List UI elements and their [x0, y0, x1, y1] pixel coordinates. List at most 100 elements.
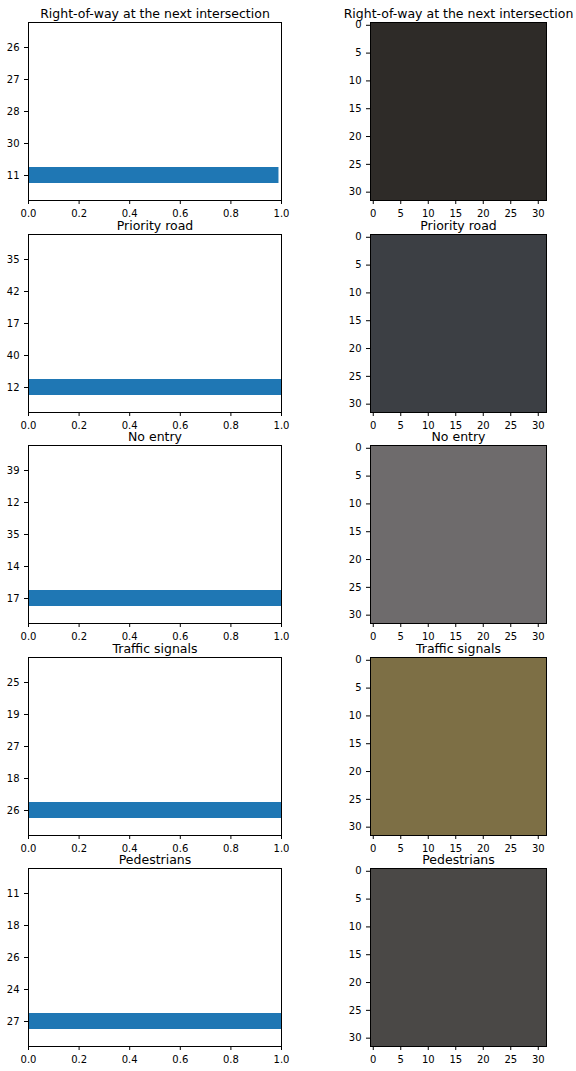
svg-text:25: 25 [504, 208, 517, 219]
svg-text:1.0: 1.0 [274, 208, 290, 219]
svg-text:0: 0 [370, 843, 376, 854]
svg-text:0.8: 0.8 [223, 631, 239, 642]
svg-text:0.8: 0.8 [223, 1054, 239, 1065]
svg-text:0: 0 [355, 865, 361, 876]
svg-text:5: 5 [398, 1054, 404, 1065]
svg-text:0.0: 0.0 [21, 420, 37, 431]
svg-text:10: 10 [349, 287, 362, 298]
svg-text:26: 26 [7, 952, 20, 963]
svg-text:5: 5 [355, 259, 361, 270]
svg-text:11: 11 [7, 170, 20, 181]
svg-text:35: 35 [7, 254, 20, 265]
svg-text:27: 27 [7, 74, 20, 85]
svg-text:Pedestrians: Pedestrians [422, 852, 495, 867]
svg-text:20: 20 [349, 766, 362, 777]
svg-text:15: 15 [349, 526, 362, 537]
svg-text:20: 20 [477, 1054, 490, 1065]
svg-text:27: 27 [7, 741, 20, 752]
svg-text:Traffic signals: Traffic signals [111, 641, 197, 656]
svg-text:5: 5 [355, 470, 361, 481]
svg-text:27: 27 [7, 1016, 20, 1027]
svg-text:5: 5 [355, 893, 361, 904]
svg-text:0: 0 [370, 208, 376, 219]
svg-text:25: 25 [504, 420, 517, 431]
svg-text:25: 25 [349, 582, 362, 593]
svg-text:15: 15 [349, 949, 362, 960]
svg-text:42: 42 [7, 286, 20, 297]
svg-text:0: 0 [355, 19, 361, 30]
svg-text:15: 15 [349, 315, 362, 326]
svg-text:11: 11 [7, 888, 20, 899]
svg-text:24: 24 [7, 984, 20, 995]
svg-text:18: 18 [7, 773, 20, 784]
svg-text:5: 5 [398, 420, 404, 431]
svg-text:10: 10 [349, 498, 362, 509]
svg-text:1.0: 1.0 [274, 1054, 290, 1065]
svg-text:0: 0 [355, 442, 361, 453]
svg-text:12: 12 [7, 382, 20, 393]
svg-text:30: 30 [532, 631, 545, 642]
svg-text:26: 26 [7, 42, 20, 53]
svg-text:26: 26 [7, 805, 20, 816]
svg-text:10: 10 [349, 75, 362, 86]
svg-text:0: 0 [355, 231, 361, 242]
svg-text:Right-of-way at the next inter: Right-of-way at the next intersection [40, 6, 270, 21]
svg-text:35: 35 [7, 529, 20, 540]
svg-text:40: 40 [7, 350, 20, 361]
svg-text:5: 5 [398, 631, 404, 642]
svg-text:20: 20 [349, 554, 362, 565]
svg-text:0.0: 0.0 [21, 208, 37, 219]
svg-text:30: 30 [7, 138, 20, 149]
svg-text:25: 25 [349, 794, 362, 805]
svg-text:20: 20 [349, 131, 362, 142]
svg-text:0.8: 0.8 [223, 420, 239, 431]
svg-text:25: 25 [349, 1005, 362, 1016]
svg-text:20: 20 [349, 343, 362, 354]
svg-text:Pedestrians: Pedestrians [119, 852, 192, 867]
svg-text:30: 30 [349, 186, 362, 197]
svg-text:0.2: 0.2 [71, 1054, 87, 1065]
svg-text:30: 30 [349, 821, 362, 832]
svg-text:30: 30 [532, 208, 545, 219]
svg-text:0.2: 0.2 [71, 843, 87, 854]
svg-text:15: 15 [349, 103, 362, 114]
svg-text:1.0: 1.0 [274, 420, 290, 431]
svg-text:20: 20 [349, 977, 362, 988]
svg-text:5: 5 [355, 47, 361, 58]
svg-text:10: 10 [349, 921, 362, 932]
svg-text:25: 25 [349, 159, 362, 170]
svg-text:5: 5 [355, 682, 361, 693]
svg-text:0.4: 0.4 [122, 1054, 138, 1065]
svg-text:39: 39 [7, 465, 20, 476]
svg-text:30: 30 [532, 420, 545, 431]
svg-text:Right-of-way at the next inter: Right-of-way at the next intersection [344, 6, 574, 21]
svg-text:0: 0 [370, 420, 376, 431]
svg-text:30: 30 [349, 1032, 362, 1043]
svg-text:14: 14 [7, 561, 20, 572]
svg-text:Traffic signals: Traffic signals [415, 641, 501, 656]
svg-text:25: 25 [504, 843, 517, 854]
svg-text:Priority road: Priority road [117, 218, 194, 233]
svg-text:15: 15 [449, 1054, 462, 1065]
svg-text:25: 25 [504, 631, 517, 642]
svg-text:0: 0 [370, 1054, 376, 1065]
svg-text:30: 30 [532, 843, 545, 854]
svg-text:0.2: 0.2 [71, 208, 87, 219]
svg-text:0.0: 0.0 [21, 631, 37, 642]
svg-text:1.0: 1.0 [274, 843, 290, 854]
svg-text:10: 10 [422, 1054, 435, 1065]
svg-text:25: 25 [504, 1054, 517, 1065]
svg-text:17: 17 [7, 593, 20, 604]
svg-text:0.8: 0.8 [223, 843, 239, 854]
svg-text:17: 17 [7, 318, 20, 329]
svg-text:12: 12 [7, 497, 20, 508]
svg-text:25: 25 [349, 371, 362, 382]
svg-text:0.2: 0.2 [71, 631, 87, 642]
svg-text:0: 0 [355, 654, 361, 665]
svg-text:0.0: 0.0 [21, 1054, 37, 1065]
svg-text:0.8: 0.8 [223, 208, 239, 219]
svg-text:No entry: No entry [431, 429, 486, 444]
svg-text:15: 15 [349, 738, 362, 749]
svg-text:0.6: 0.6 [172, 1054, 188, 1065]
svg-text:25: 25 [7, 677, 20, 688]
